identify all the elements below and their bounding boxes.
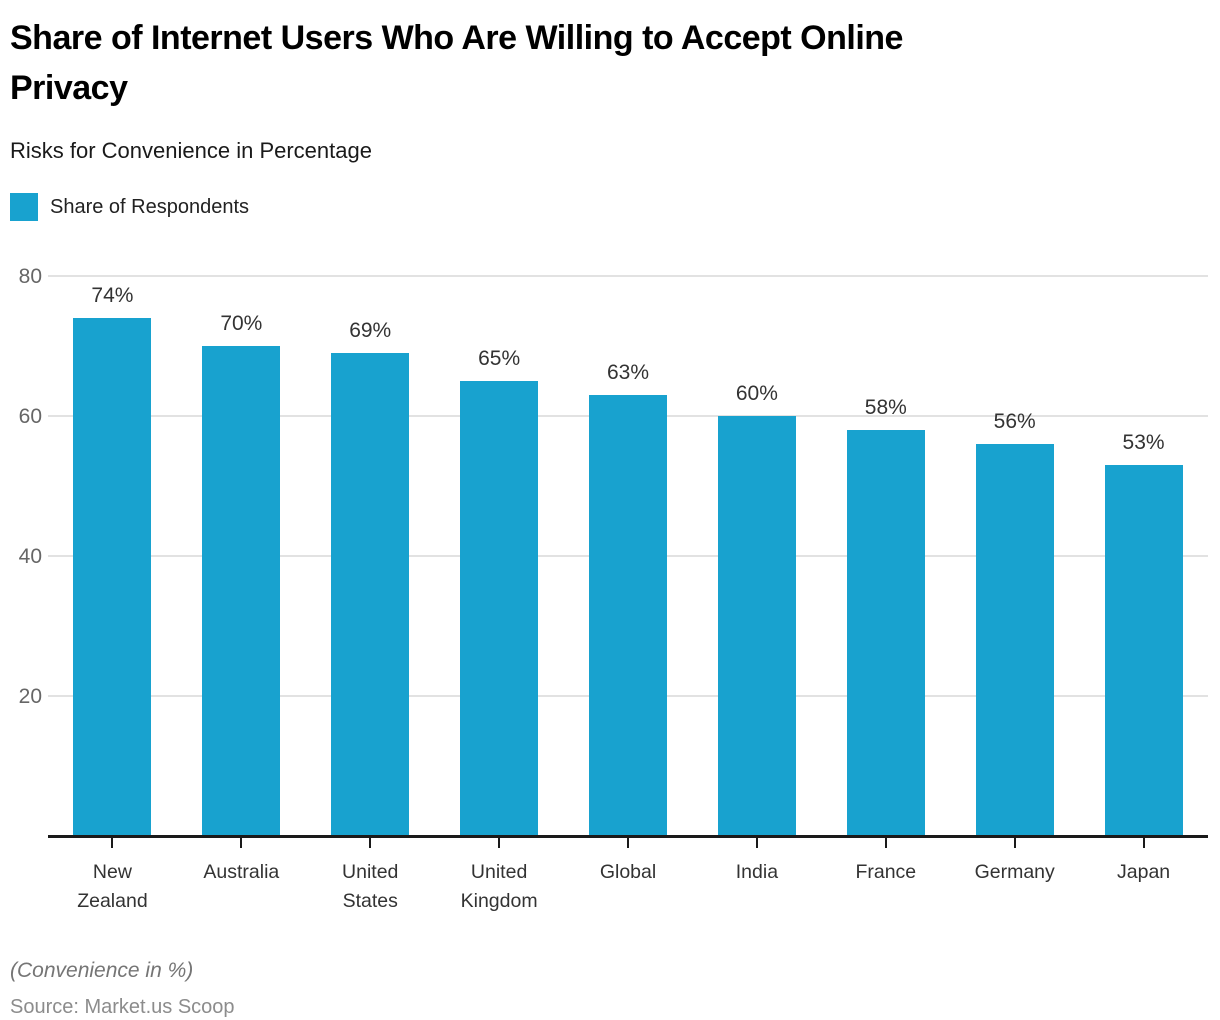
x-label-slot: United Kingdom — [435, 838, 564, 915]
x-axis-tick — [884, 838, 887, 849]
x-category-label: Germany — [974, 861, 1055, 884]
chart-title-line1: Share of Internet Users Who Are Willing … — [10, 19, 903, 57]
x-category-label: Japan — [1117, 861, 1171, 884]
x-axis-tick — [627, 838, 629, 849]
source-note: Source: Market.us Scoop — [10, 995, 235, 1018]
x-axis-tick — [240, 838, 243, 849]
legend-label: Share of Respondents — [50, 195, 250, 218]
value-label: 65% — [478, 347, 521, 371]
bar-slot: 69% — [306, 276, 435, 836]
bar-slot: 70% — [177, 276, 306, 836]
value-label: 53% — [1122, 431, 1165, 454]
y-tick-label-60: 60 — [18, 405, 42, 429]
bar-chart: 20 40 60 80 74% 70% 69% 65% 63% 60% 58% 56% 53% New … — [10, 266, 1208, 915]
x-axis-tick — [1142, 838, 1145, 849]
footer: (Convenience in %) Source: Market.us Sco… — [10, 959, 1208, 1019]
chart-title-line2: Privacy — [10, 68, 128, 107]
plot-area: 20 40 60 80 74% 70% 69% 65% 63% 60% 58% 56% 53% — [19, 266, 1208, 839]
chart-title: Share of Internet Users Who Are Willing … — [10, 14, 1208, 114]
x-label-slot: Germany — [950, 838, 1079, 915]
x-category-label: Global — [599, 861, 657, 884]
x-label-slot: France — [821, 838, 950, 915]
x-axis-tick — [369, 838, 372, 849]
bars-container: 74% 70% 69% 65% 63% 60% 58% 56% 53% — [48, 276, 1208, 836]
legend-swatch-icon — [10, 193, 38, 222]
x-label-slot: Japan — [1079, 838, 1208, 915]
bar-slot: 65% — [435, 276, 564, 836]
value-label: 60% — [735, 382, 778, 406]
value-label: 69% — [349, 319, 392, 343]
bar-japan — [1104, 465, 1183, 836]
y-tick-label-80: 80 — [18, 265, 42, 289]
bar-slot: 53% — [1079, 276, 1208, 836]
bar-new-zealand — [73, 318, 152, 836]
bar-india — [717, 416, 796, 836]
bar-slot: 56% — [950, 276, 1079, 836]
axis-unit-note: (Convenience in %) — [10, 958, 194, 982]
value-label: 58% — [864, 396, 907, 420]
x-category-label: United States — [342, 861, 399, 912]
x-label-slot: United States — [306, 838, 435, 915]
bar-slot: 58% — [821, 276, 950, 836]
value-label: 70% — [220, 312, 263, 336]
y-tick-label-40: 40 — [18, 545, 42, 569]
value-label: 56% — [993, 410, 1036, 434]
bar-germany — [975, 444, 1054, 836]
x-axis-tick — [111, 838, 114, 849]
x-category-label: France — [855, 861, 917, 884]
bar-united-kingdom — [460, 381, 539, 836]
x-label-slot: New Zealand — [48, 838, 177, 915]
x-axis: New Zealand Australia United States United … — [48, 838, 1208, 915]
x-label-slot: Australia — [177, 838, 306, 915]
bar-slot: 63% — [564, 276, 693, 836]
value-label: 74% — [91, 284, 134, 308]
x-category-label: United Kingdom — [460, 861, 538, 912]
x-axis-tick — [1013, 838, 1016, 849]
x-category-label: New Zealand — [77, 861, 148, 912]
chart-subtitle: Risks for Convenience in Percentage — [10, 137, 372, 163]
bar-france — [846, 430, 925, 836]
bar-slot: 74% — [48, 276, 177, 836]
x-label-slot: Global — [564, 838, 693, 915]
bar-slot: 60% — [692, 276, 821, 836]
y-tick-label-20: 20 — [18, 684, 42, 708]
x-category-label: India — [735, 861, 779, 884]
value-label: 63% — [606, 361, 650, 385]
gridline-80 — [48, 275, 1208, 278]
x-axis-tick — [755, 838, 758, 849]
legend: Share of Respondents — [10, 193, 1208, 222]
bar-united-states — [331, 353, 410, 836]
bar-global — [589, 395, 667, 836]
x-axis-tick — [498, 838, 501, 849]
bar-australia — [202, 346, 281, 836]
x-label-slot: India — [692, 838, 821, 915]
x-category-label: Australia — [203, 861, 280, 884]
